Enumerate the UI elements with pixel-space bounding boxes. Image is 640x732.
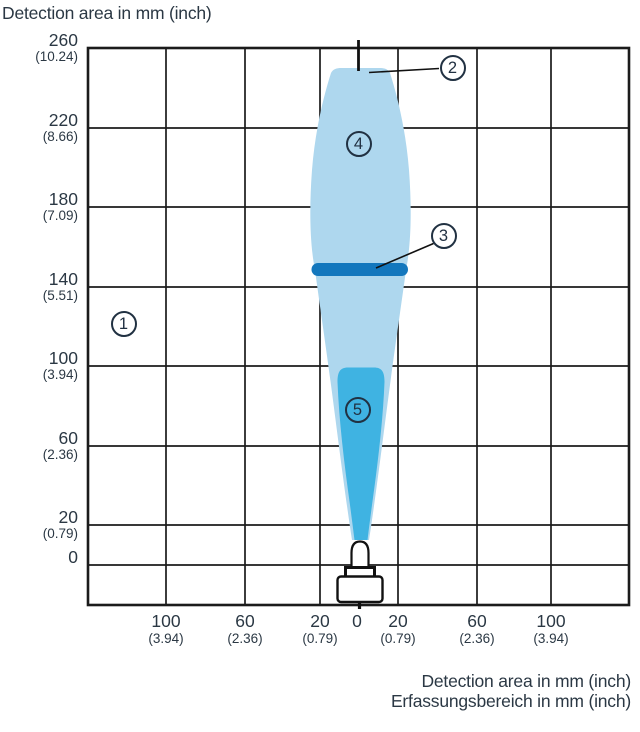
y-axis-tick-0: 0 bbox=[68, 547, 78, 567]
callout-marker-4: 4 bbox=[345, 130, 372, 157]
callout-marker-5: 5 bbox=[344, 396, 371, 423]
x-axis-tick-left-60: 60 (2.36) bbox=[227, 611, 263, 646]
threshold-band-shape bbox=[311, 263, 408, 276]
y-axis-tick-260: 260 (10.24) bbox=[35, 30, 78, 64]
callout-marker-3: 3 bbox=[430, 222, 457, 249]
sensor-transducer-dome bbox=[350, 540, 370, 572]
sensor-symbol bbox=[336, 540, 384, 609]
sensor-body bbox=[336, 575, 384, 604]
outer-beam-shape bbox=[310, 68, 411, 540]
x-axis-tick-right-60: 60 (2.36) bbox=[459, 611, 495, 646]
leader-line-2 bbox=[368, 67, 440, 74]
callout-marker-2: 2 bbox=[439, 54, 466, 81]
y-axis-tick-180: 180 (7.09) bbox=[42, 189, 78, 223]
x-axis-tick-left-100: 100 (3.94) bbox=[148, 611, 184, 646]
x-axis-tick-right-20: 20 (0.79) bbox=[380, 611, 416, 646]
x-axis-tick-left-20: 20 (0.79) bbox=[302, 611, 338, 646]
y-axis-tick-220: 220 (8.66) bbox=[42, 110, 78, 144]
y-axis-tick-20: 20 (0.79) bbox=[42, 507, 78, 541]
axis-caption-de: Erfassungsbereich in mm (inch) bbox=[390, 691, 631, 711]
axis-caption: Detection area in mm (inch) Erfassungsbe… bbox=[211, 671, 631, 711]
leader-line-3 bbox=[375, 242, 434, 269]
callout-marker-1: 1 bbox=[110, 310, 137, 337]
y-axis-tick-60: 60 (2.36) bbox=[42, 428, 78, 462]
y-axis-tick-100: 100 (3.94) bbox=[42, 348, 78, 382]
chart-title: Detection area in mm (inch) bbox=[2, 3, 212, 23]
x-axis-tick-0: 0 bbox=[352, 611, 362, 631]
inner-beam-shape bbox=[337, 367, 385, 540]
axis-caption-en: Detection area in mm (inch) bbox=[421, 671, 631, 691]
x-axis-tick-right-100: 100 (3.94) bbox=[533, 611, 569, 646]
y-axis-tick-140: 140 (5.51) bbox=[42, 269, 78, 303]
